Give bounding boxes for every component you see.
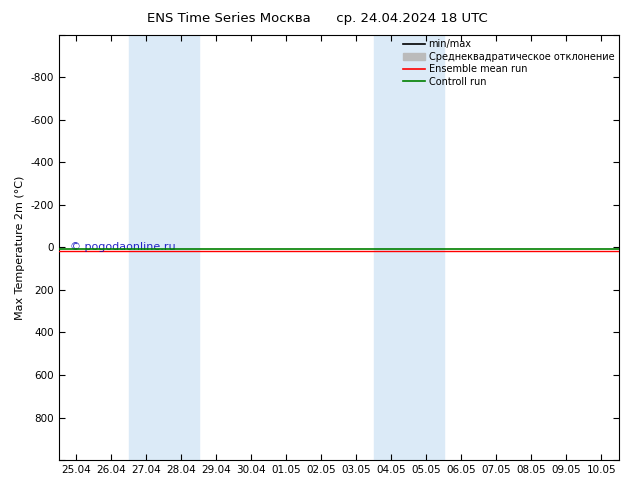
Y-axis label: Max Temperature 2m (°C): Max Temperature 2m (°C) [15, 175, 25, 319]
Bar [129, 35, 199, 460]
Text: ENS Time Series Москва      ср. 24.04.2024 18 UTC: ENS Time Series Москва ср. 24.04.2024 18… [146, 12, 488, 25]
Legend: min/max, Среднеквадратическое отклонение, Ensemble mean run, Controll run: min/max, Среднеквадратическое отклонение… [401, 38, 616, 89]
Text: © pogodaonline.ru: © pogodaonline.ru [70, 243, 176, 252]
Bar [374, 35, 444, 460]
